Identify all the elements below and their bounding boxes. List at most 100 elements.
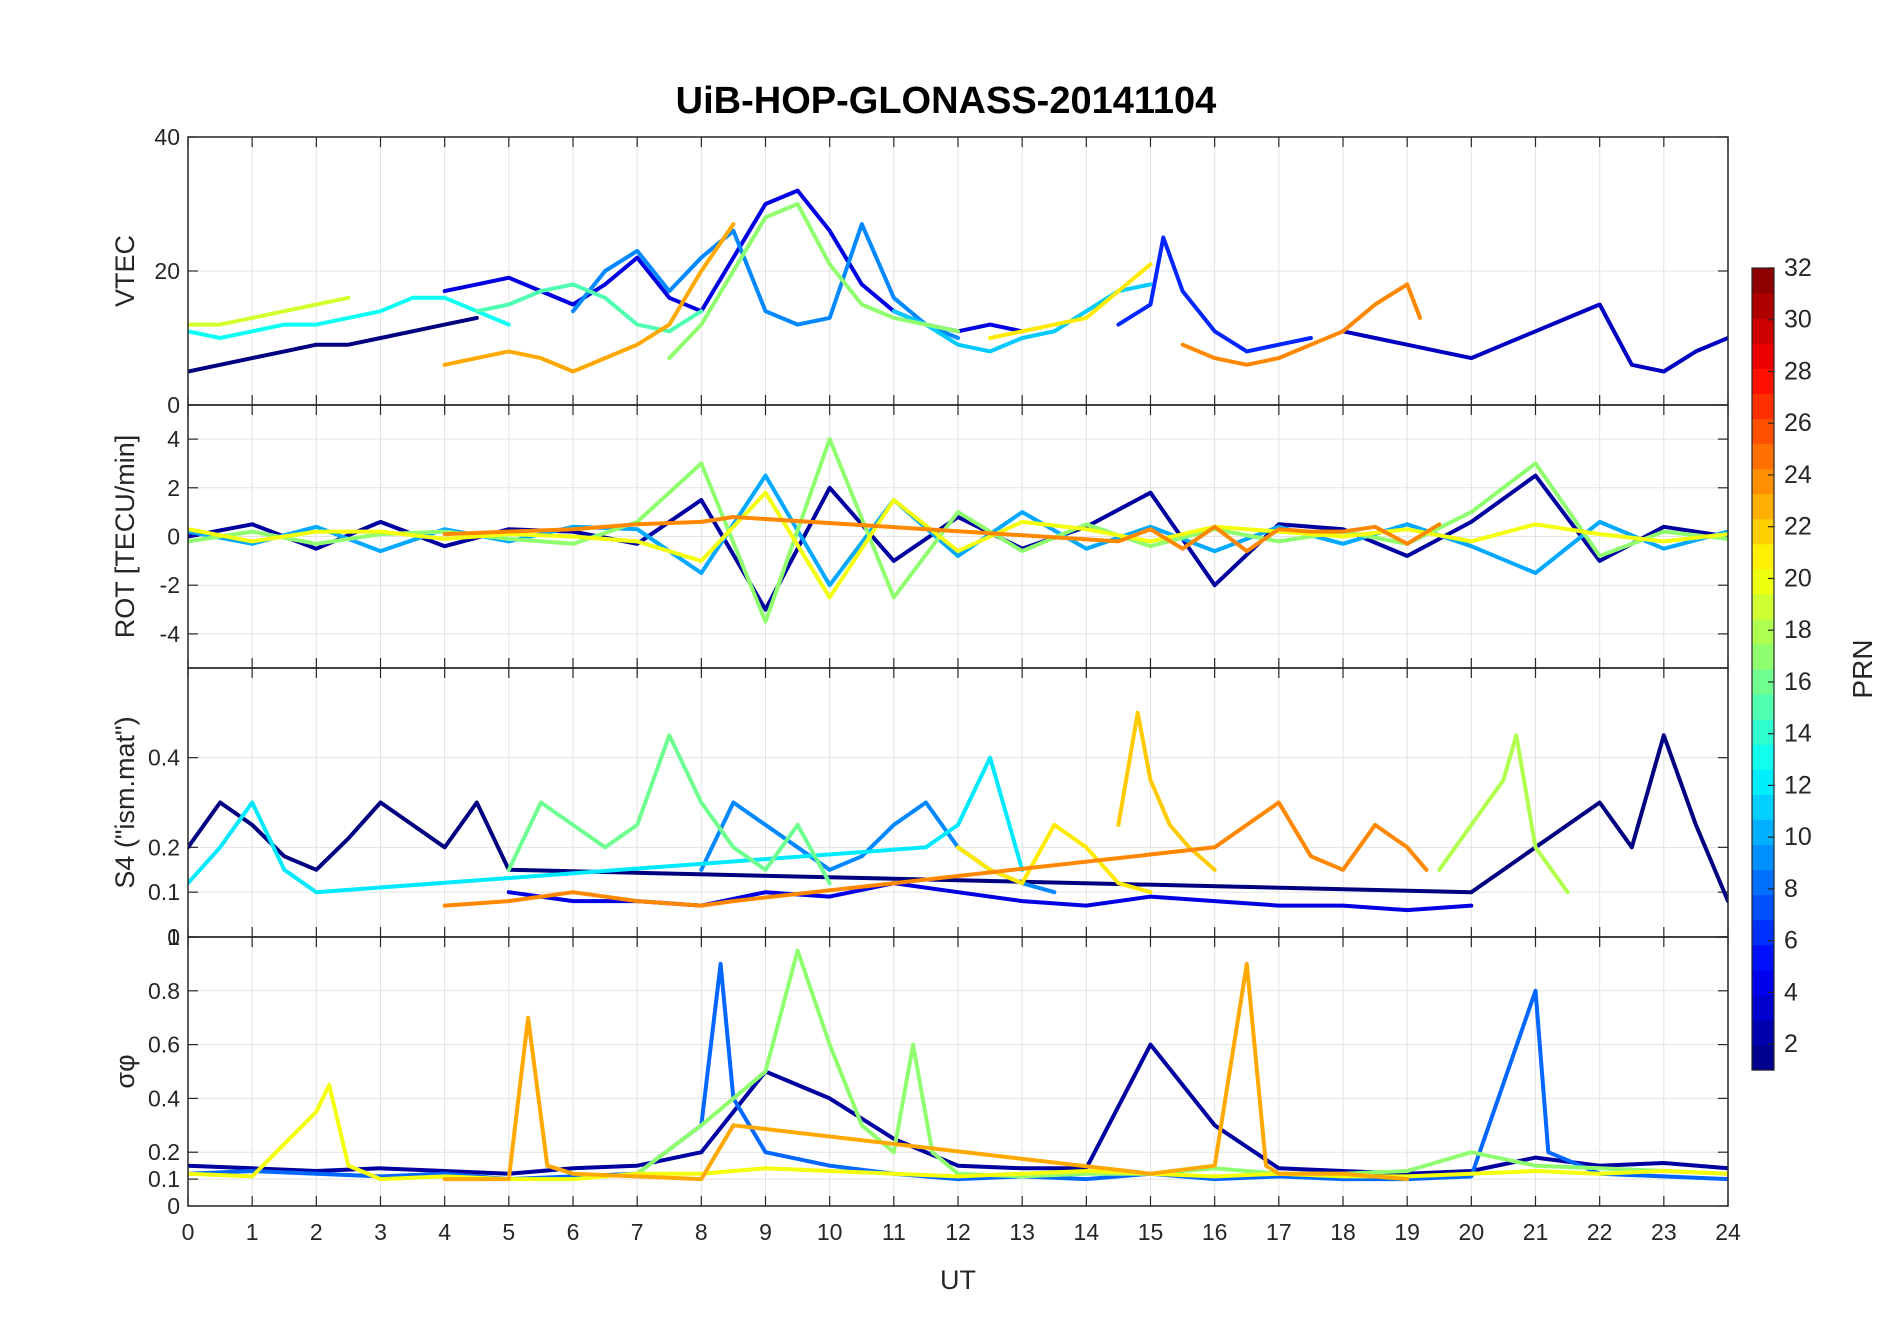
colorbar-swatch [1752, 769, 1774, 795]
x-tick-label: 14 [1074, 1219, 1100, 1245]
colorbar-label: PRN [1847, 639, 1878, 698]
colorbar-swatch [1752, 994, 1774, 1021]
series-line-prn-17 [188, 437, 1728, 624]
colorbar-swatch [1752, 869, 1774, 896]
series-line-prn-19 [188, 295, 351, 327]
colorbar-swatch [1752, 493, 1774, 520]
colorbar-tick-label: 8 [1784, 875, 1798, 903]
chart-title: UiB-HOP-GLONASS-20141104 [676, 80, 1217, 122]
y-tick-label: 0.6 [148, 1032, 180, 1058]
series-line-prn-2 [188, 473, 1728, 612]
y-tick-label: 0.1 [148, 1166, 180, 1192]
colorbar-tick-label: 10 [1784, 823, 1812, 851]
series-line-prn-17 [667, 202, 960, 361]
series-line-prn-24 [1180, 282, 1422, 367]
colorbar-tick-label: 6 [1784, 927, 1798, 955]
colorbar-tick-label: 16 [1784, 668, 1812, 696]
colorbar-swatch [1752, 919, 1774, 946]
y-tick-label: 0 [167, 924, 180, 950]
x-tick-label: 23 [1651, 1219, 1677, 1245]
y-tick-label: 0.2 [148, 1139, 180, 1165]
x-tick-label: 3 [374, 1219, 387, 1245]
x-tick-label: 15 [1138, 1219, 1164, 1245]
panel-VTEC: 0 20 40 VTEC [110, 124, 1729, 418]
y-tick-label: -2 [160, 572, 180, 598]
colorbar-swatch [1752, 293, 1774, 319]
series-line-prn-23 [442, 222, 736, 374]
x-tick-label: 1 [246, 1219, 259, 1245]
series-group [188, 710, 1728, 913]
series-line-prn-17 [635, 948, 1728, 1179]
y-tick-label: 20 [154, 258, 180, 284]
y-axis-label: ROT [TECU/min] [110, 435, 140, 639]
x-tick-label: 21 [1523, 1219, 1549, 1245]
colorbar-swatch [1752, 1044, 1774, 1071]
colorbar-tick-label: 20 [1784, 564, 1812, 592]
y-tick-label: 2 [167, 475, 180, 501]
series-line-prn-18 [1437, 733, 1570, 895]
colorbar-tick-label: 18 [1784, 616, 1812, 644]
y-axis-label: S4 ("ism.mat") [110, 716, 140, 888]
colorbar-tick-label: 4 [1784, 978, 1798, 1006]
x-tick-label: 2 [310, 1219, 323, 1245]
colorbar-tick-label: 26 [1784, 409, 1812, 437]
x-tick-label: 6 [567, 1219, 580, 1245]
colorbar-swatch [1752, 593, 1774, 620]
x-tick-label: 8 [695, 1219, 708, 1245]
y-tick-label: 40 [154, 124, 180, 150]
colorbar-swatch [1752, 794, 1774, 820]
colorbar-swatch [1752, 819, 1774, 846]
series-line-prn-12 [188, 755, 1025, 895]
colorbar-swatch [1752, 969, 1774, 996]
series-line-prn-23 [442, 961, 1410, 1182]
y-axis-label: VTEC [110, 235, 140, 307]
colorbar-swatch [1752, 393, 1774, 419]
x-tick-label: 0 [182, 1219, 195, 1245]
colorbar-swatch [1752, 643, 1774, 670]
colorbar-tick-label: 28 [1784, 357, 1812, 385]
y-tick-label: 0.4 [148, 1085, 180, 1111]
colorbar-swatch [1752, 1019, 1774, 1046]
x-tick-label: 22 [1587, 1219, 1613, 1245]
colorbar-tick-label: 22 [1784, 513, 1812, 541]
colorbar-swatch [1752, 568, 1774, 595]
y-tick-label: 1 [167, 924, 180, 950]
colorbar-swatch [1752, 543, 1774, 570]
series-line-prn-1 [188, 315, 479, 374]
colorbar-swatch [1752, 944, 1774, 971]
colorbar-tick-label: 14 [1784, 720, 1812, 748]
series-line-prn-21 [956, 822, 1153, 895]
colorbar-tick-label: 32 [1784, 254, 1812, 282]
series-group [188, 948, 1728, 1182]
series-line-prn-3 [1341, 302, 1728, 374]
colorbar-swatch [1752, 618, 1774, 645]
colorbar-swatch [1752, 518, 1774, 545]
series-line-prn-24 [442, 800, 1429, 908]
x-tick-label: 13 [1009, 1219, 1035, 1245]
x-tick-label: 10 [817, 1219, 843, 1245]
y-tick-label: 0 [167, 1193, 180, 1219]
x-axis: 0 1 2 3 4 5 6 7 8 9 10 11 12 13 14 15 16 17 18 19 20 21 22 23 24 [182, 137, 1741, 1245]
colorbar-swatch [1752, 343, 1774, 369]
series-line-prn-9 [571, 222, 960, 340]
y-tick-label: 0.4 [148, 745, 180, 771]
x-tick-label: 4 [438, 1219, 451, 1245]
series-line-prn-20 [188, 490, 1728, 600]
y-tick-label: 4 [167, 426, 180, 452]
series-group [188, 437, 1728, 624]
colorbar-tick-label: 2 [1784, 1030, 1798, 1058]
x-tick-label: 12 [945, 1219, 971, 1245]
colorbar-swatch [1752, 468, 1774, 495]
colorbar-swatch [1752, 744, 1774, 770]
series-line-prn-21 [988, 262, 1153, 340]
y-tick-label: 0 [167, 392, 180, 418]
x-tick-label: 16 [1202, 1219, 1228, 1245]
colorbar-swatch [1752, 318, 1774, 344]
series-line-prn-13 [188, 295, 511, 340]
x-tick-label: 20 [1459, 1219, 1485, 1245]
series-line-prn-1 [188, 733, 1728, 904]
x-tick-label: 5 [502, 1219, 515, 1245]
colorbar-swatch [1752, 443, 1774, 470]
